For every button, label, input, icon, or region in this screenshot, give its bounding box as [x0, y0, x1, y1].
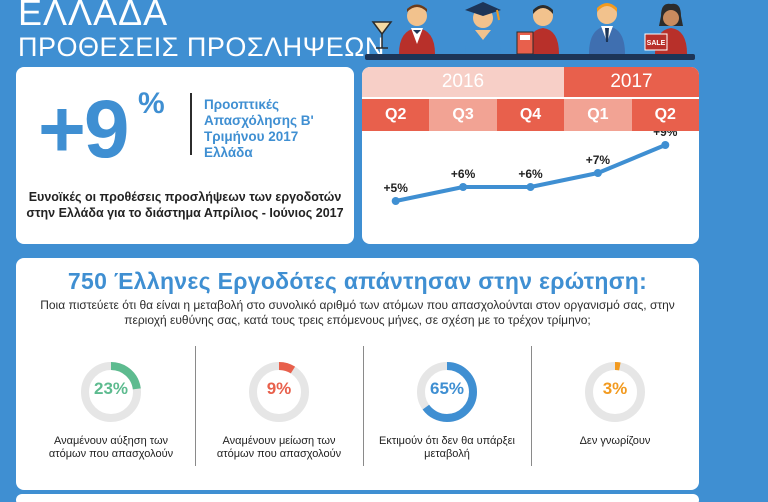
- survey-answer: 23% Αναμένουν αύξηση των ατόμων που απασχ…: [36, 351, 186, 481]
- quarter-label: Q2: [362, 99, 430, 131]
- trend-point: [391, 197, 400, 205]
- donut-slice: [585, 362, 645, 422]
- headline-summary: Ευνοϊκές οι προθέσεις προσλήψεων των εργ…: [26, 190, 344, 220]
- year-header: 2016 2017: [362, 67, 699, 97]
- headline-unit: %: [138, 87, 165, 120]
- occupations-illustration: SALE: [371, 2, 687, 55]
- headline-value: +9: [38, 84, 129, 175]
- next-card-edge: [16, 494, 699, 502]
- waiter-figure-icon: [399, 4, 435, 54]
- donut-chart: [249, 362, 309, 422]
- headline-card: +9 % Προοπτικές Απασχόλησης Β' Τριμήνου …: [16, 67, 354, 244]
- donut-value-label: 23%: [93, 379, 129, 398]
- trend-point: [526, 183, 535, 191]
- trend-point: [459, 183, 468, 191]
- donut-chart: [585, 362, 645, 422]
- survey-question: Ποια πιστεύετε ότι θα είναι η μεταβολή σ…: [40, 298, 675, 327]
- trend-point: [593, 169, 602, 177]
- headline-outlook: Προοπτικές Απασχόλησης Β' Τριμήνου 2017 …: [204, 97, 314, 160]
- donut-slice: [81, 362, 141, 422]
- donut-chart: [417, 362, 477, 422]
- trend-line-chart: +5% +6% +6% +7% +9%: [384, 131, 678, 205]
- trend-value-label: +5%: [384, 181, 409, 195]
- trend-value-label: +7%: [586, 153, 611, 167]
- quarter-header: Q2 Q3 Q4 Q1 Q2: [362, 99, 699, 131]
- trend-card: 2016 2017 Q2 Q3 Q4 Q1 Q2 +5% +6% +6% +7% +9%: [362, 67, 699, 244]
- trend-value-label: +9%: [653, 131, 678, 139]
- cashier-figure-icon: [516, 5, 559, 55]
- year-label: 2016: [362, 67, 564, 97]
- cocktail-glass-icon: [371, 21, 393, 49]
- survey-answer: 65% Εκτιμούν ότι δεν θα υπάρξει μεταβολή: [372, 351, 522, 481]
- page-title: ΕΛΛΑΔΑ: [18, 0, 169, 33]
- donut-description: Αναμένουν αύξηση των ατόμων που απασχολο…: [48, 435, 174, 460]
- sale-tag: SALE: [647, 40, 666, 47]
- donut-slice: [249, 362, 309, 422]
- shop-assistant-figure-icon: SALE: [644, 3, 687, 54]
- column-divider: [531, 346, 532, 466]
- quarter-label: Q4: [496, 99, 565, 131]
- donut-description: Δεν γνωρίζουν: [579, 435, 651, 447]
- year-label: 2017: [564, 67, 699, 97]
- column-divider: [195, 346, 196, 466]
- survey-answer: 9% Αναμένουν μείωση των ατόμων που απασχο…: [204, 351, 354, 481]
- column-divider: [363, 346, 364, 466]
- donut-value-label: 9%: [266, 379, 292, 398]
- donut-description: Εκτιμούν ότι δεν θα υπάρξει μεταβολή: [379, 435, 515, 460]
- quarter-label: Q3: [429, 99, 497, 131]
- donut-description: Αναμένουν μείωση των ατόμων που απασχολο…: [216, 435, 342, 460]
- donut-value-label: 3%: [602, 379, 628, 398]
- donut-chart: [81, 362, 141, 422]
- page-subtitle: ΠΡΟΘΕΣΕΙΣ ΠΡΟΣΛΗΨΕΩΝ: [18, 32, 385, 62]
- trend-value-label: +6%: [451, 167, 476, 181]
- graduate-figure-icon: [465, 2, 501, 54]
- donut-value-label: 65%: [429, 379, 465, 398]
- survey-title: 750 Έλληνες Εργοδότες απάντησαν στην ερώ…: [67, 268, 648, 294]
- donut-slice: [417, 362, 477, 422]
- trend-point: [661, 141, 670, 149]
- quarter-label: Q2: [631, 99, 699, 131]
- office-worker-figure-icon: [589, 3, 625, 54]
- illustration-shelf: [365, 54, 695, 60]
- quarter-label: Q1: [564, 99, 632, 131]
- survey-answer: 3% Δεν γνωρίζουν: [540, 351, 690, 481]
- survey-card: 750 Έλληνες Εργοδότες απάντησαν στην ερώ…: [16, 258, 699, 490]
- headline-divider: [190, 93, 192, 155]
- trend-value-label: +6%: [518, 167, 543, 181]
